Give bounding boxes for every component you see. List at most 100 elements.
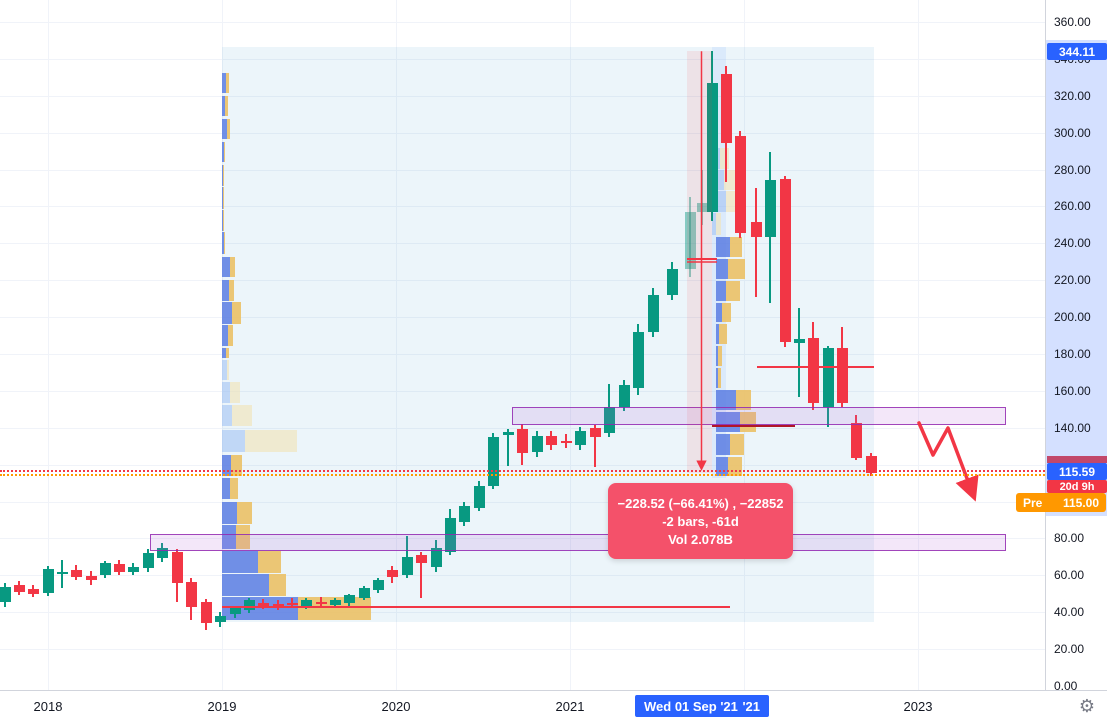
candle-body: [603, 406, 615, 433]
candle-body: [113, 564, 125, 572]
gridline-horizontal: [0, 206, 1045, 208]
down-arrow-drawing[interactable]: [917, 421, 979, 502]
candle-body: [764, 180, 776, 237]
volume-profile-up-bar: [222, 502, 237, 524]
premarket-tag: Pre: [1023, 495, 1043, 510]
candle-body: [142, 553, 154, 568]
volume-profile-down-bar: [720, 148, 729, 169]
volume-profile-down-bar: [223, 187, 224, 209]
candle-body: [315, 602, 327, 605]
candle-body: [836, 347, 848, 404]
volume-profile-up-bar: [712, 213, 716, 235]
gridline-horizontal: [0, 649, 1045, 651]
price-tick-label: 220.00: [1054, 273, 1091, 288]
selected-date-label: Wed 01 Sep '21 '21: [635, 695, 769, 717]
candle-body: [171, 552, 183, 584]
volume-profile-up-bar: [222, 280, 229, 301]
price-tick-label: 40.00: [1054, 605, 1085, 620]
volume-profile-down-bar: [269, 574, 286, 596]
volume-profile-up-bar: [222, 325, 228, 346]
volume-profile-up-bar: [222, 257, 230, 277]
volume-profile-down-bar: [719, 324, 727, 344]
candle-body: [300, 600, 312, 606]
candle-wick: [420, 552, 422, 598]
horizontal-line-drawing[interactable]: [222, 606, 730, 609]
volume-profile-down-bar: [726, 281, 740, 301]
candle-wick: [798, 307, 800, 397]
candle-body: [531, 435, 543, 452]
candle-body: [444, 517, 456, 553]
price-tick-label: 260.00: [1054, 199, 1091, 214]
volume-profile-down-bar: [223, 210, 224, 231]
bar-countdown: 20d 9h: [1059, 480, 1095, 493]
candle-body: [13, 584, 25, 592]
last-price: 115.59: [1058, 464, 1096, 479]
volume-profile-up-bar: [222, 525, 236, 549]
volume-profile-down-bar: [736, 390, 751, 410]
volume-profile-up-bar: [716, 434, 730, 455]
volume-profile-down-bar: [718, 368, 721, 388]
gridline-horizontal: [0, 390, 1045, 392]
volume-profile-up-bar: [716, 281, 726, 301]
candle-body: [42, 569, 54, 594]
poc-line[interactable]: [712, 424, 795, 427]
candle-body: [684, 211, 696, 269]
price-tick-label: 320.00: [1054, 88, 1091, 103]
volume-profile-down-bar: [718, 346, 722, 366]
volume-profile-down-bar: [232, 302, 241, 324]
support-resistance-zone[interactable]: [512, 406, 1006, 425]
gridline-horizontal: [0, 22, 1045, 23]
volume-profile-up-bar: [716, 390, 736, 410]
candle-body: [85, 576, 97, 580]
volume-profile-up-bar: [222, 187, 223, 209]
time-axis[interactable]: Wed 01 Sep '21 '21 ⚙ 2018 2019 2020 2021 202…: [0, 690, 1107, 727]
candle-wick: [689, 197, 691, 277]
settings-gear-icon[interactable]: ⚙: [1078, 696, 1095, 716]
gridline-horizontal: [0, 612, 1045, 614]
candle-body: [502, 432, 514, 436]
candle-body: [257, 603, 269, 608]
volume-profile-down-bar: [730, 434, 744, 455]
candle-body: [545, 435, 557, 445]
volume-profile-down-bar: [230, 382, 240, 403]
price-axis[interactable]: 344.11 115.59 20d 9h Pre 115.00 0.00 20.0…: [1016, 0, 1107, 693]
gridline-horizontal: [0, 317, 1045, 319]
volume-profile-down-bar: [223, 232, 225, 254]
horizontal-line-drawing[interactable]: [757, 366, 874, 369]
last-price-label: 115.59: [1047, 463, 1107, 480]
volume-profile-down-bar: [728, 259, 745, 279]
volume-profile-down-bar: [237, 502, 252, 524]
candle-body: [807, 337, 819, 404]
chart-pane[interactable]: −228.52 (−66.41%) , −22852 -2 bars, -61d…: [0, 0, 1045, 690]
time-tick-label: 2019: [207, 699, 237, 714]
drawings-overlay: [687, 51, 979, 502]
gridline-horizontal: [0, 95, 1045, 97]
volume-profile-up-bar: [716, 324, 719, 344]
volume-profile-up-bar: [716, 368, 718, 388]
volume-profile-up-bar: [222, 382, 230, 403]
candle-wick: [406, 536, 408, 579]
volume-profile-up-bar: [716, 303, 722, 322]
volume-profile-down-bar: [232, 405, 252, 426]
candle-body: [401, 557, 413, 575]
volume-profile-down-bar: [227, 360, 229, 380]
candle-body: [750, 221, 762, 237]
volume-profile-down-bar: [724, 170, 737, 190]
candle-body: [185, 581, 197, 608]
gridline-horizontal: [0, 575, 1045, 577]
price-tick-label: 300.00: [1054, 125, 1091, 140]
candle-body: [458, 505, 470, 522]
gridline-horizontal: [0, 538, 1045, 540]
volume-profile-up-bar: [222, 96, 225, 116]
price-tick-label: 360.00: [1054, 15, 1091, 29]
volume-profile-down-bar: [230, 257, 235, 277]
measure-start-price: 344.11: [1058, 44, 1096, 59]
volume-profile-up-bar: [222, 360, 227, 380]
gridline-horizontal: [0, 280, 1045, 282]
candle-body: [329, 600, 341, 606]
volume-profile-up-bar: [222, 119, 227, 139]
volume-profile-down-bar: [225, 96, 228, 116]
volume-profile-up-bar: [222, 302, 232, 324]
gridline-vertical: [918, 0, 919, 690]
